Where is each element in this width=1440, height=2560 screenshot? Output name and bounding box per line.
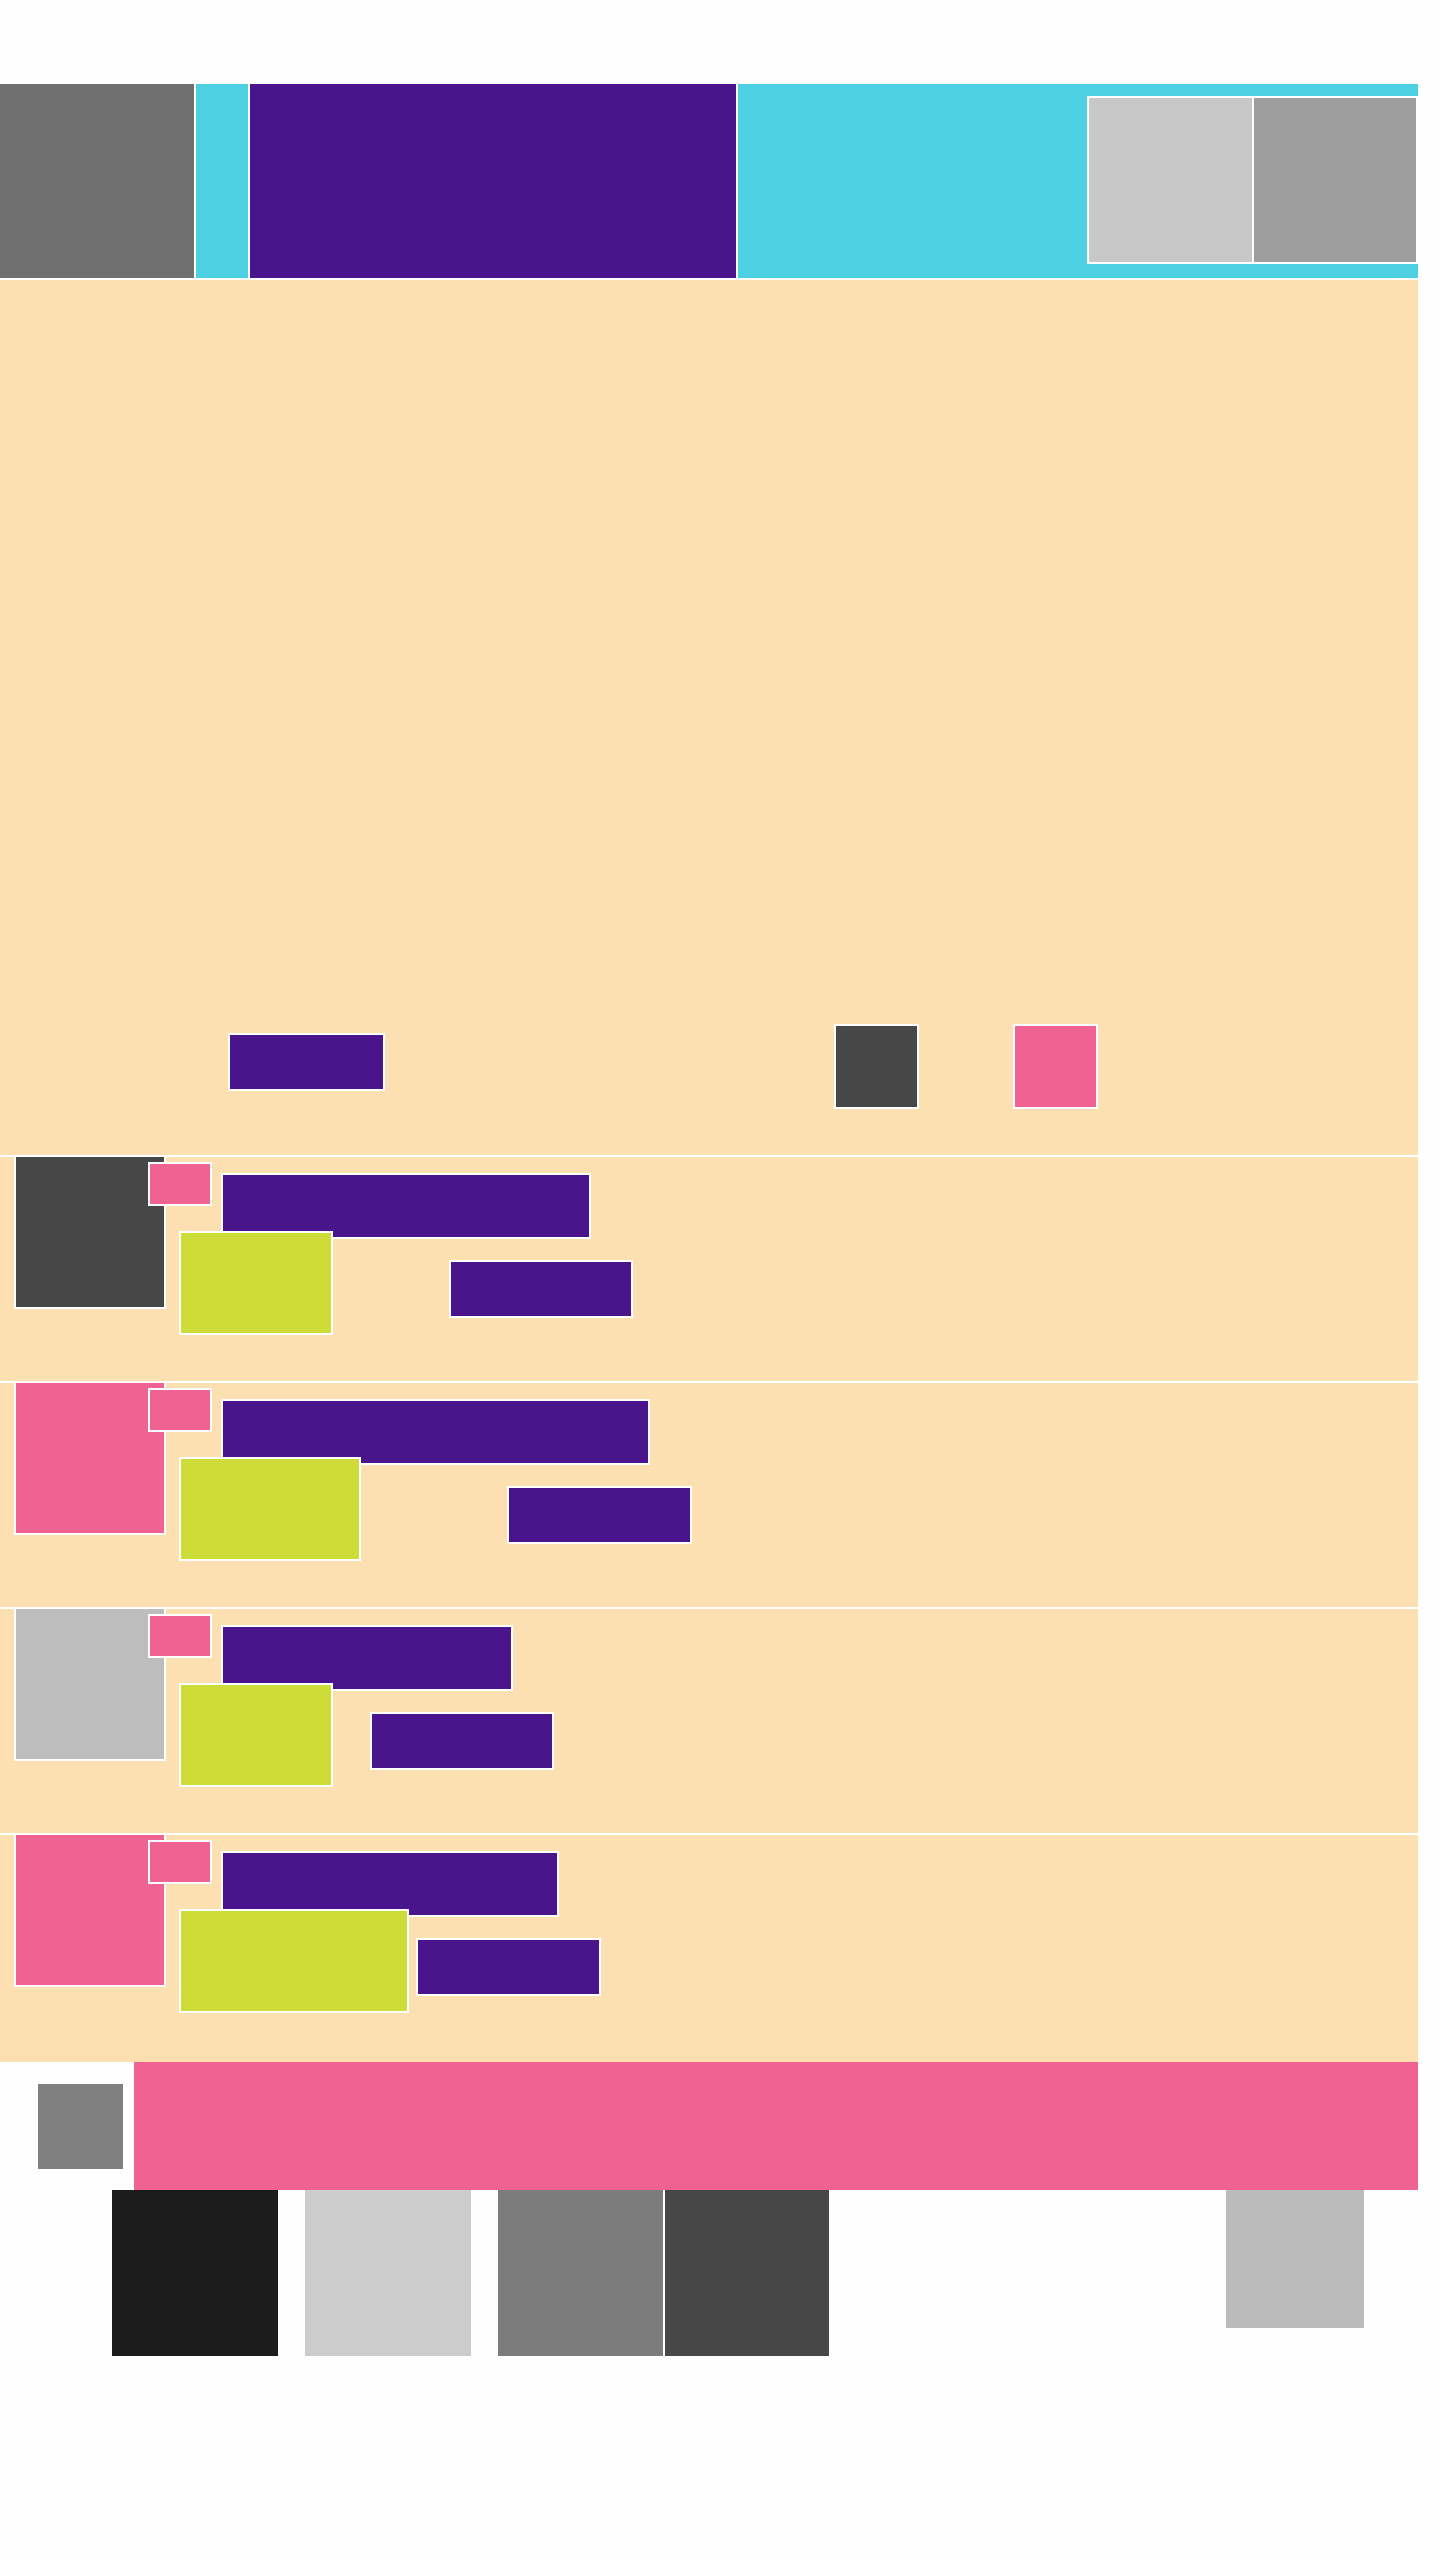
list-item-tag bbox=[148, 1614, 212, 1658]
list-item-meta bbox=[370, 1712, 554, 1770]
list-item-tag bbox=[148, 1162, 212, 1206]
list-item-title bbox=[221, 1625, 513, 1691]
list-item-title bbox=[221, 1173, 591, 1239]
list-item-thumbnail bbox=[14, 1155, 166, 1309]
hero-control-icon[interactable] bbox=[834, 1024, 919, 1109]
list-item-thumbnail bbox=[14, 1833, 166, 1987]
app-icon[interactable] bbox=[0, 84, 196, 278]
list-item-meta bbox=[416, 1938, 601, 1996]
promo-banner[interactable] bbox=[132, 2062, 1418, 2190]
hero-control-icon[interactable] bbox=[1013, 1024, 1098, 1109]
nav-tab-icon[interactable] bbox=[305, 2190, 471, 2356]
list-item[interactable] bbox=[0, 1381, 1418, 1607]
header-action-icon[interactable] bbox=[1087, 96, 1254, 264]
hero-section bbox=[0, 278, 1418, 1156]
list-item[interactable] bbox=[0, 1155, 1418, 1381]
list-item-badge bbox=[179, 1231, 333, 1335]
list-item-tag bbox=[148, 1840, 212, 1884]
header-action-icon[interactable] bbox=[1252, 96, 1418, 264]
list-item-title bbox=[221, 1399, 650, 1465]
list-item-tag bbox=[148, 1388, 212, 1432]
list-item-thumbnail bbox=[14, 1607, 166, 1761]
list-item[interactable] bbox=[0, 1607, 1418, 1833]
nav-tab-icon[interactable] bbox=[663, 2190, 829, 2356]
list-item-thumbnail bbox=[14, 1381, 166, 1535]
list-item-badge bbox=[179, 1909, 409, 2013]
list-item-title bbox=[221, 1851, 559, 1917]
nav-tab-icon[interactable] bbox=[498, 2190, 664, 2356]
banner-icon bbox=[36, 2082, 125, 2171]
nav-extra-icon[interactable] bbox=[1226, 2190, 1364, 2328]
list-item-meta bbox=[449, 1260, 633, 1318]
hero-label bbox=[228, 1033, 385, 1091]
list-item-badge bbox=[179, 1457, 361, 1561]
nav-tab-icon[interactable] bbox=[112, 2190, 278, 2356]
list-item-badge bbox=[179, 1683, 333, 1787]
list-item[interactable] bbox=[0, 1833, 1418, 2059]
header-title bbox=[248, 84, 738, 278]
list-item-meta bbox=[507, 1486, 692, 1544]
